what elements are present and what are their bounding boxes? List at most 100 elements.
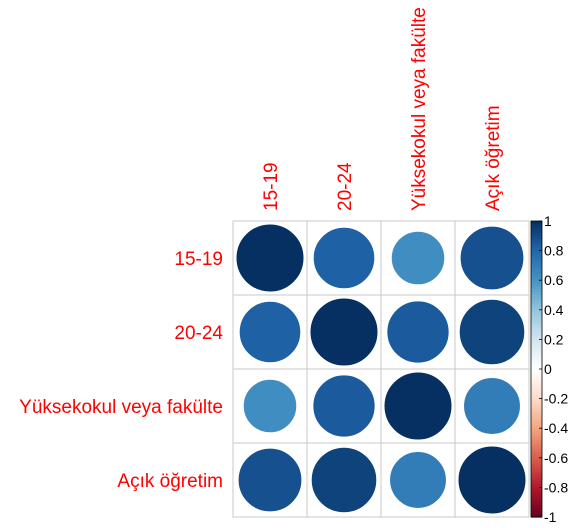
colorbar-segment xyxy=(531,283,542,287)
colorbar-segment xyxy=(531,389,542,394)
correlation-circle xyxy=(235,223,305,293)
colorbar-segment xyxy=(531,315,542,320)
colorbar-segment xyxy=(531,232,542,237)
colorbar-segment xyxy=(531,366,542,370)
colorbar-segment xyxy=(531,303,542,308)
column-label: 15-19 xyxy=(261,162,282,211)
colorbar-segment xyxy=(531,472,542,477)
colorbar-segment xyxy=(531,481,542,486)
column-label: 20-24 xyxy=(335,162,356,211)
colorbar-segment xyxy=(531,238,542,243)
colorbar-segment xyxy=(531,407,542,412)
colorbar-segment xyxy=(531,354,542,358)
colorbar-segment xyxy=(531,262,542,266)
colorbar-segment xyxy=(531,259,542,264)
colorbar-segment xyxy=(531,312,542,317)
colorbar-segment xyxy=(531,499,542,503)
correlation-circle xyxy=(459,225,525,291)
correlation-circle xyxy=(310,446,378,514)
colorbar-segment xyxy=(531,437,542,441)
colorbar-segment xyxy=(531,419,542,423)
colorbar-segment xyxy=(531,487,542,491)
colorbar-segment xyxy=(531,321,542,326)
colorbar-segment xyxy=(531,371,542,376)
colorbar-segment xyxy=(531,511,542,515)
colorbar-segment xyxy=(531,244,542,249)
colorbar-segment xyxy=(531,241,542,246)
colorbar-segment xyxy=(531,377,542,382)
column-label: Açık öğretim xyxy=(483,105,504,211)
colorbar-legend: 1 0.8 0.6 0.4 0.2 0 -0.2 -0.4 -0.6 -0.8 -1 xyxy=(530,213,568,525)
colorbar-segment xyxy=(531,448,542,453)
colorbar-segment xyxy=(531,484,542,488)
colorbar-segment xyxy=(531,386,542,391)
correlation-circle xyxy=(312,226,376,290)
colorbar-tick-label: 0.8 xyxy=(544,243,564,259)
colorbar-segment xyxy=(531,451,542,456)
colorbar-segment xyxy=(531,369,542,373)
colorbar-segment xyxy=(531,514,542,518)
colorbar-segment xyxy=(531,416,542,420)
colorbar-segment xyxy=(531,297,542,302)
colorbar-segment xyxy=(531,490,542,494)
colorbar-segment xyxy=(531,226,542,231)
colorbar-segment xyxy=(531,253,542,258)
column-labels: 15-19 20-24 Yüksekokul veya fakülte Açık öğ… xyxy=(261,7,504,211)
colorbar-segment xyxy=(531,380,542,385)
colorbar-tick-label: 0.4 xyxy=(544,302,564,318)
colorbar-tick-label: -0.6 xyxy=(544,450,568,466)
correlation-circle xyxy=(458,298,526,366)
colorbar-segment xyxy=(531,348,542,352)
colorbar-segment xyxy=(531,286,542,290)
colorbar-segment xyxy=(531,428,542,432)
colorbar-segment xyxy=(531,445,542,450)
colorbar-segment xyxy=(531,265,542,269)
colorbar-segment xyxy=(531,250,542,255)
correlation-circle xyxy=(457,445,527,515)
colorbar-segment xyxy=(531,395,542,400)
colorbar-tick-label: 0 xyxy=(544,361,552,377)
correlation-circle xyxy=(389,451,447,509)
colorbar-segment xyxy=(531,434,542,438)
colorbar-segment xyxy=(531,475,542,480)
colorbar-segment xyxy=(531,454,542,459)
colorbar-segment xyxy=(531,271,542,275)
colorbar-segment xyxy=(531,300,542,305)
colorbar-segment xyxy=(531,360,542,364)
colorbar-segment xyxy=(531,351,542,355)
colorbar-segment xyxy=(531,268,542,272)
colorbar-segment xyxy=(531,505,542,509)
colorbar-tick-label: -0.4 xyxy=(544,420,568,436)
colorbar-segment xyxy=(531,280,542,284)
colorbar-segment xyxy=(531,508,542,512)
colorbar-segment xyxy=(531,336,542,340)
colorbar-segment xyxy=(531,274,542,278)
colorbar-segment xyxy=(531,496,542,500)
colorbar-segment xyxy=(531,327,542,332)
colorbar-segment xyxy=(531,318,542,323)
colorbar-segment xyxy=(531,463,542,468)
colorbar-segment xyxy=(531,460,542,465)
colorbar-segment xyxy=(531,309,542,314)
colorbar-segment xyxy=(531,345,542,349)
colorbar-tick-label: 0.2 xyxy=(544,331,564,347)
row-label: 20-24 xyxy=(174,323,223,344)
correlation-circle xyxy=(309,297,379,367)
colorbar-segment xyxy=(531,256,542,261)
colorbar-segment xyxy=(531,306,542,311)
colorbar-segment xyxy=(531,292,542,296)
colorbar-segment xyxy=(531,440,542,444)
colorbar-tick-label: -0.8 xyxy=(544,479,568,495)
colorbar-segment xyxy=(531,295,542,299)
colorbar-segment xyxy=(531,466,542,471)
colorbar-tick-label: 0.6 xyxy=(544,272,564,288)
colorbar-segment xyxy=(531,247,542,252)
correlation-circle xyxy=(312,374,376,438)
colorbar-segment xyxy=(531,289,542,293)
row-labels: 15-19 20-24 Yüksekokul veya fakülte Açık öğ… xyxy=(19,249,223,492)
colorbar-segment xyxy=(531,277,542,281)
correlation-circle xyxy=(238,300,302,364)
colorbar-segment xyxy=(531,493,542,497)
colorbar-segment xyxy=(531,342,542,346)
